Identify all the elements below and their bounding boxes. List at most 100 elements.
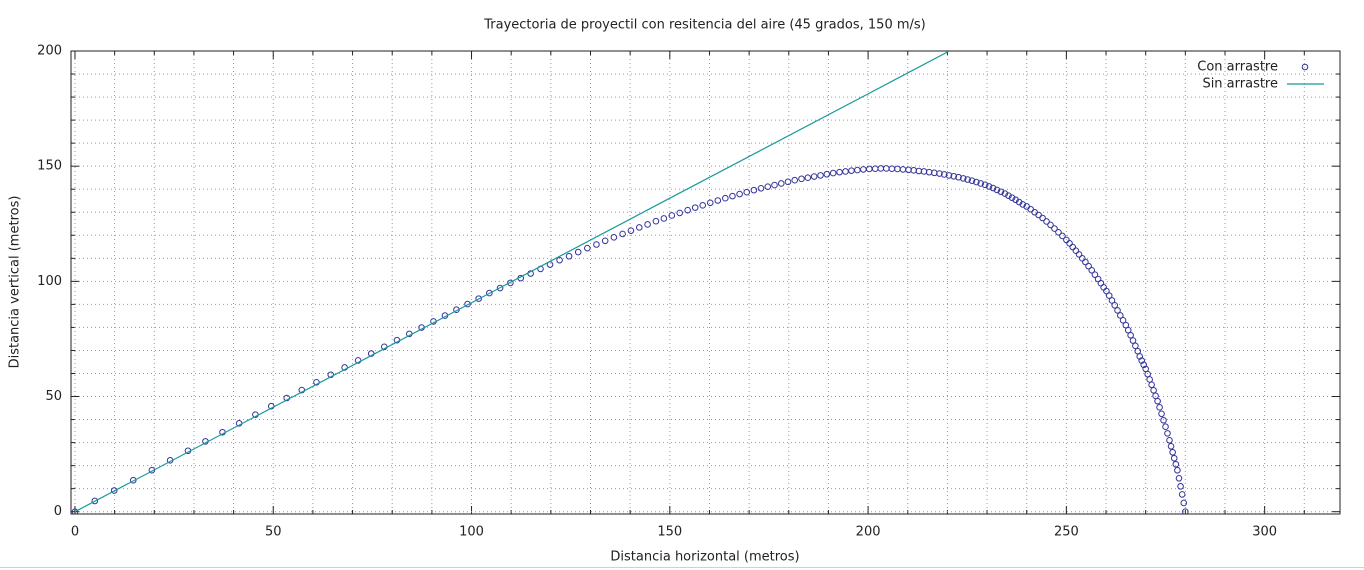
data-point [1144,370,1151,378]
data-point [804,174,812,181]
x-axis-label: Distancia horizontal (metros) [610,550,799,565]
data-point [743,188,751,196]
data-point [1047,221,1054,229]
data-point [1085,262,1092,270]
data-point [1001,190,1009,197]
data-point [1152,392,1159,400]
data-point [871,165,879,173]
data-point [888,165,896,173]
data-point [652,217,660,225]
data-point [619,230,626,238]
data-point [1160,416,1167,424]
data-point [1008,194,1016,202]
data-point [829,169,837,177]
data-point [627,227,635,234]
data-point [1019,201,1027,208]
data-point [1177,483,1184,490]
data-point [475,295,482,302]
plot-area [71,51,1189,514]
data-point [1119,316,1127,324]
data-point [810,173,818,180]
data-point [1150,387,1157,394]
chart-title: Trayectoria de proyectil con resitencia … [483,18,925,33]
data-point [764,183,772,190]
data-point [865,165,873,173]
data-point [860,166,867,173]
data-point [936,170,943,177]
data-point [777,180,785,187]
y-tick-label: 100 [37,274,62,289]
data-point [1072,247,1080,255]
data-point [635,224,643,231]
data-point [1174,466,1181,474]
plot-frame [70,50,1341,515]
data-point [129,476,137,484]
x-tick-label: 100 [459,525,484,540]
data-point [1140,361,1148,369]
data-point [1066,240,1073,247]
data-point [1039,214,1046,222]
data-point [71,508,79,514]
data-point [959,175,967,182]
data-point [1146,376,1153,383]
data-point [660,215,668,222]
data-point [1170,454,1178,462]
data-point [110,487,118,494]
data-point [955,173,962,181]
data-point [1055,228,1062,236]
data-point [556,256,563,264]
x-tick-label: 250 [1054,525,1079,540]
data-point [842,168,849,175]
data-point [985,183,993,190]
data-point [771,181,778,189]
data-point [848,167,855,174]
data-point [977,180,985,187]
data-point [729,192,736,200]
legend-label: Con arrastre [1197,60,1278,75]
data-point [593,241,600,248]
legend-label: Sin arrastre [1202,77,1278,92]
data-point [973,178,980,186]
data-point [699,202,707,209]
data-point [993,186,1001,194]
data-point [1156,404,1163,411]
data-point [574,248,582,256]
data-point [894,165,901,173]
data-point [1178,491,1186,498]
data-point [823,170,831,178]
data-point [1103,287,1110,295]
data-point [1088,266,1096,274]
data-point [964,176,971,183]
data-point [1180,499,1188,507]
data-point [1027,205,1034,213]
x-tick-label: 300 [1252,525,1277,540]
data-point [1069,243,1077,251]
legend-marker [1301,63,1309,71]
y-axis-label: Distancia vertical (metros) [8,196,23,369]
data-point [817,172,824,179]
data-point [1082,258,1089,266]
data-point [610,234,618,241]
data-point [91,497,99,505]
data-point [676,209,684,217]
data-point [836,168,843,176]
data-point [1031,208,1038,216]
data-point [1167,442,1175,450]
x-tick-label: 200 [856,525,881,540]
data-point [1075,251,1083,258]
data-point [1169,448,1176,456]
data-point [1114,307,1121,314]
data-point [1129,337,1137,344]
data-point [714,197,722,204]
data-line [74,51,950,513]
data-point [684,206,691,214]
data-point [1134,347,1142,355]
data-point [1166,436,1173,444]
data-point [496,284,504,292]
y-tick-label: 50 [45,389,62,404]
data-point [1172,460,1180,468]
data-point [507,279,514,287]
data-point [791,176,799,184]
